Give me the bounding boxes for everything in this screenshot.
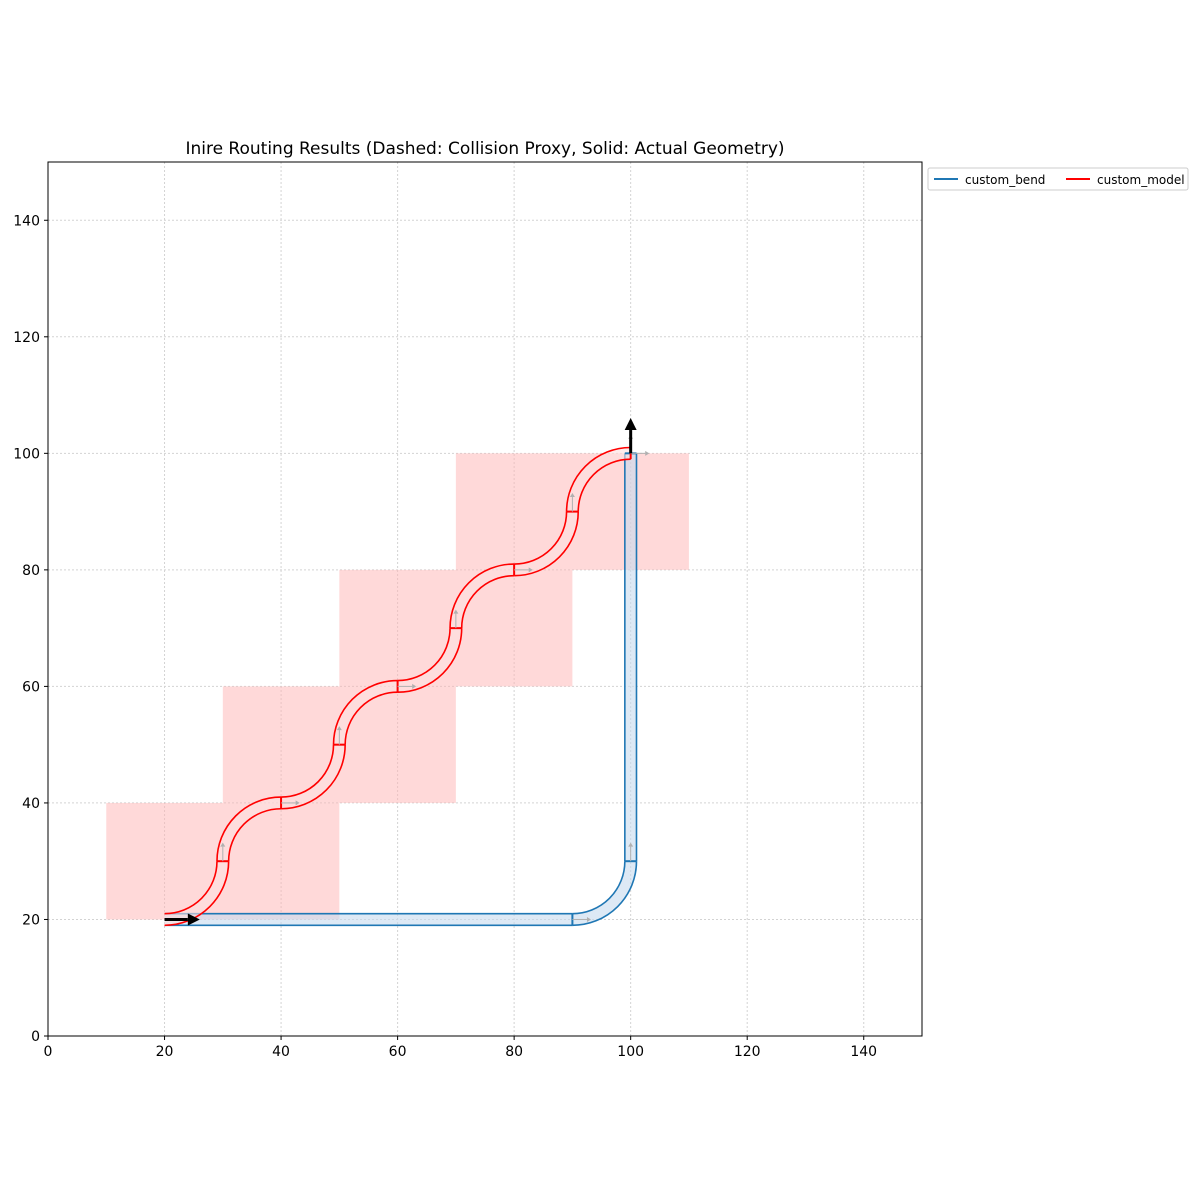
waveguide-body bbox=[164, 913, 573, 926]
waveguide-edge bbox=[281, 744, 335, 798]
route-custom_model bbox=[164, 446, 631, 927]
waveguide-edge bbox=[164, 861, 218, 915]
chart-title: Inire Routing Results (Dashed: Collision… bbox=[185, 139, 784, 159]
legend-label-custom_model: custom_model bbox=[1097, 173, 1185, 187]
endpoint-arrow-layer bbox=[164, 418, 637, 926]
x-tick-label: 40 bbox=[272, 1044, 290, 1060]
waveguide-body bbox=[397, 628, 462, 693]
waveguide-edge bbox=[344, 691, 398, 745]
y-tick-label: 80 bbox=[22, 563, 40, 579]
port-direction-head bbox=[453, 609, 459, 614]
port-direction-head bbox=[412, 683, 417, 689]
port-direction-head bbox=[628, 842, 634, 847]
port-direction-head bbox=[645, 450, 650, 456]
waveguide-edge bbox=[216, 796, 282, 862]
y-tick-label: 120 bbox=[13, 330, 40, 346]
waveguide-body bbox=[450, 564, 515, 629]
route-custom_bend bbox=[164, 453, 638, 927]
waveguide-edge bbox=[281, 744, 346, 810]
legend-box bbox=[927, 167, 1189, 191]
waveguide-edge bbox=[164, 861, 230, 927]
legend: custom_bend custom_model bbox=[927, 167, 1189, 191]
waveguide-edge bbox=[449, 563, 515, 629]
y-tick-label: 20 bbox=[22, 912, 40, 928]
x-tick-label: 0 bbox=[44, 1044, 53, 1060]
waveguide-edge bbox=[460, 574, 515, 629]
waveguide-edge bbox=[565, 446, 631, 512]
waveguide-body bbox=[216, 797, 282, 862]
waveguide-edge bbox=[577, 458, 631, 512]
axis-ticks: 0 20 40 60 80 100 120 140 0 20 40 60 80 100 120 140 bbox=[13, 213, 877, 1060]
waveguide-body bbox=[624, 453, 637, 862]
legend-label-custom_bend: custom_bend bbox=[965, 173, 1045, 187]
waveguide-edge bbox=[572, 861, 638, 927]
y-tick-label: 0 bbox=[31, 1029, 40, 1045]
port-direction-head bbox=[569, 493, 575, 498]
port-direction-head bbox=[295, 800, 300, 806]
waveguide-body bbox=[333, 680, 398, 745]
x-tick-label: 140 bbox=[850, 1044, 877, 1060]
port-direction-head bbox=[586, 916, 591, 922]
port-direction-head bbox=[220, 842, 226, 847]
x-tick-label: 60 bbox=[389, 1044, 407, 1060]
waveguide-edge bbox=[397, 628, 451, 682]
waveguide-body bbox=[572, 861, 637, 926]
port-direction-head bbox=[336, 726, 342, 731]
x-tick-label: 20 bbox=[156, 1044, 174, 1060]
x-tick-label: 100 bbox=[617, 1044, 644, 1060]
route-layer bbox=[164, 446, 638, 927]
y-tick-label: 140 bbox=[13, 213, 40, 229]
x-tick-label: 80 bbox=[505, 1044, 523, 1060]
port-direction-head bbox=[528, 567, 533, 573]
target-arrow-head bbox=[624, 418, 637, 431]
waveguide-edge bbox=[227, 807, 282, 862]
x-tick-label: 120 bbox=[734, 1044, 761, 1060]
waveguide-edge bbox=[572, 861, 626, 915]
waveguide-body bbox=[281, 744, 346, 809]
y-tick-label: 100 bbox=[13, 446, 40, 462]
waveguide-body bbox=[514, 511, 579, 576]
waveguide-edge bbox=[514, 511, 568, 565]
y-tick-label: 60 bbox=[22, 679, 40, 695]
waveguide-edge bbox=[397, 628, 463, 694]
source-arrow-head bbox=[187, 913, 200, 926]
waveguide-edge bbox=[332, 679, 398, 745]
waveguide-body bbox=[566, 447, 631, 512]
plot-frame bbox=[47, 161, 923, 1037]
waveguide-edge bbox=[514, 511, 580, 577]
y-tick-label: 40 bbox=[22, 796, 40, 812]
